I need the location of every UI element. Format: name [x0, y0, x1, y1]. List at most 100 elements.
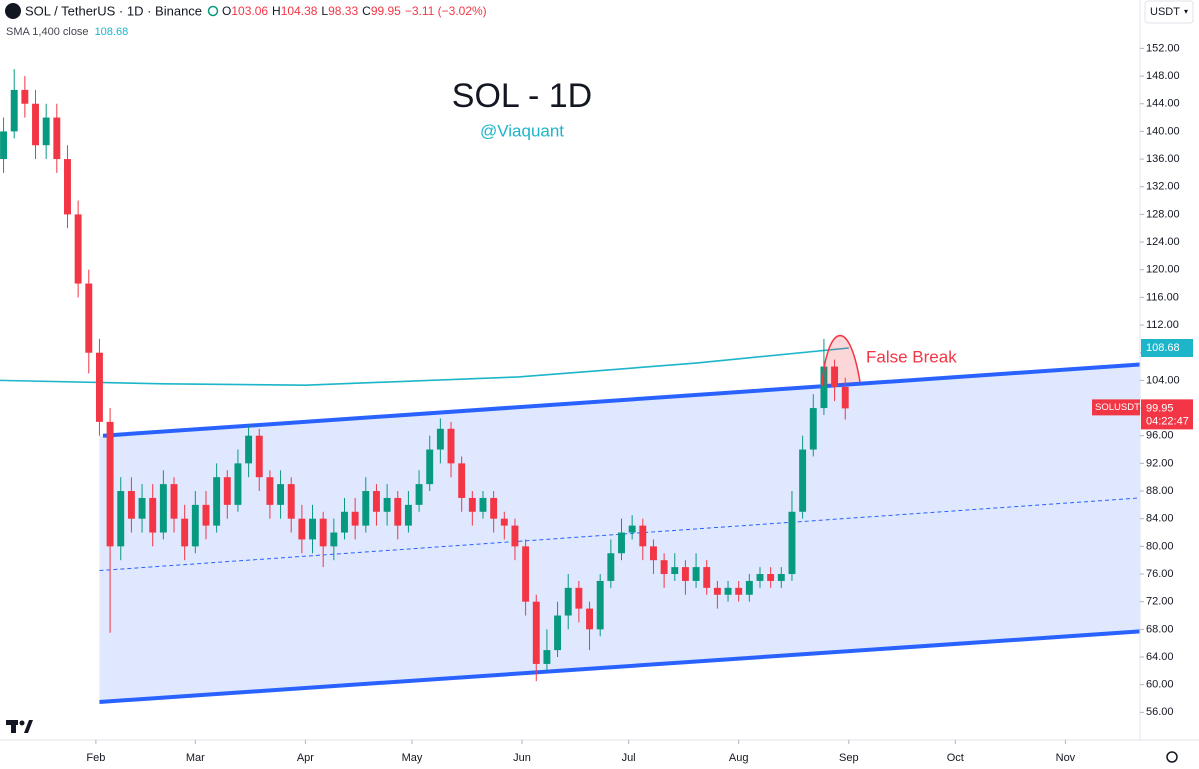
y-tick-label: 88.00	[1146, 485, 1174, 497]
y-tick-label: 116.00	[1146, 291, 1179, 303]
candle-body	[64, 159, 71, 215]
y-tick-label: 136.00	[1146, 153, 1180, 165]
currency-button[interactable]	[1144, 0, 1194, 24]
candle-body	[426, 449, 434, 485]
candle-body	[639, 525, 647, 547]
low-value: 98.33	[328, 4, 358, 18]
candle-body	[458, 463, 466, 498]
sma-price-box	[1141, 339, 1193, 358]
candle-body	[0, 131, 8, 160]
indicator-name: SMA 1,400 close	[6, 26, 89, 38]
currency-caret[interactable]: ▾	[1184, 7, 1188, 16]
last-price-box	[1141, 399, 1193, 430]
candle-body	[479, 497, 487, 512]
logo-part	[11, 720, 16, 733]
x-tick-label: Sep	[839, 752, 859, 764]
candle-body	[245, 435, 253, 464]
candle-body	[181, 518, 189, 547]
y-tick-label: 120.00	[1146, 264, 1180, 276]
candle-body	[767, 574, 775, 581]
y-tick-label: 140.00	[1146, 125, 1180, 137]
indicator-value: 108.68	[95, 26, 129, 38]
candle-body	[628, 525, 636, 533]
x-tick-label: Apr	[297, 752, 314, 764]
symbol-title: SOL / TetherUS · 1D · Binance	[25, 3, 202, 18]
x-tick-label: Jun	[513, 752, 531, 764]
tv-logo	[6, 720, 33, 733]
y-tick-label: 96.00	[1146, 430, 1174, 442]
candle-body	[436, 428, 444, 450]
candle-body	[287, 484, 295, 519]
candle-body	[127, 491, 135, 519]
y-tick-label: 92.00	[1146, 457, 1174, 469]
candle-body	[138, 497, 146, 519]
candle-body	[692, 567, 700, 581]
c-label: C	[362, 4, 371, 18]
y-tick-label: 56.00	[1146, 706, 1174, 718]
logo-part	[24, 720, 33, 733]
candle-body	[341, 511, 348, 533]
candle-body	[522, 546, 530, 602]
y-tick-label: 64.00	[1146, 651, 1174, 663]
candle-body	[777, 574, 785, 581]
channel-lower	[99, 629, 1141, 704]
sma-price-label: 108.68	[1146, 342, 1180, 354]
candle-body	[319, 518, 327, 547]
candle-body	[735, 587, 743, 595]
candle-body	[277, 484, 285, 505]
candle-body	[383, 497, 391, 512]
candle-body	[298, 518, 306, 540]
candle-body	[554, 615, 562, 651]
currency-label[interactable]: USDT	[1150, 6, 1180, 18]
candle-body	[415, 484, 423, 505]
y-tick-label: 68.00	[1146, 623, 1174, 635]
chart-title: SOL - 1D	[452, 77, 592, 115]
candle-body	[21, 89, 29, 104]
candle-body	[703, 567, 711, 588]
countdown-label: 04:22:47	[1146, 415, 1189, 427]
candle-body	[191, 504, 199, 547]
candle-body	[149, 497, 157, 533]
x-tick-label: May	[402, 752, 423, 764]
candle-body	[745, 580, 753, 595]
x-tick-label: Oct	[947, 752, 964, 764]
candle-body	[586, 608, 593, 630]
x-tick-label: Aug	[729, 752, 749, 764]
candle-body	[596, 580, 604, 630]
candle-body	[468, 497, 476, 512]
candle-body	[117, 491, 125, 547]
o-label: O	[222, 4, 231, 18]
candle-body	[95, 352, 103, 422]
y-tick-label: 148.00	[1146, 70, 1180, 82]
candle-body	[575, 587, 583, 609]
candle-body	[724, 587, 732, 595]
y-tick-label: 104.00	[1146, 374, 1180, 386]
candle-body	[820, 366, 828, 409]
change-value: −3.11 (−3.02%)	[405, 4, 487, 18]
candle-body	[671, 567, 679, 575]
false-break-marker	[821, 334, 861, 387]
close-value: 99.95	[371, 4, 401, 18]
candle-body	[788, 511, 796, 575]
candle-body	[362, 491, 370, 526]
settings-icon[interactable]	[1166, 751, 1178, 763]
indicator-legend: SMA 1,400 close 108.68	[6, 26, 128, 38]
x-tick-label: Nov	[1056, 752, 1076, 764]
legend-bg	[0, 0, 620, 44]
candle-body	[106, 421, 114, 547]
y-tick-label: 144.00	[1146, 98, 1180, 110]
candle-body	[372, 491, 380, 512]
candle-body	[202, 504, 210, 526]
candle-body	[447, 428, 455, 464]
candle-body	[564, 587, 572, 616]
candle-body	[841, 386, 849, 409]
y-tick-label: 72.00	[1146, 596, 1174, 608]
y-tick-label: 84.00	[1146, 513, 1174, 525]
y-tick-label: 80.00	[1146, 540, 1174, 552]
y-tick-label: 128.00	[1146, 208, 1180, 220]
candle-body	[490, 497, 498, 519]
x-tick-label: Feb	[86, 752, 105, 764]
candle-body	[681, 567, 689, 581]
candle-body	[10, 89, 18, 132]
